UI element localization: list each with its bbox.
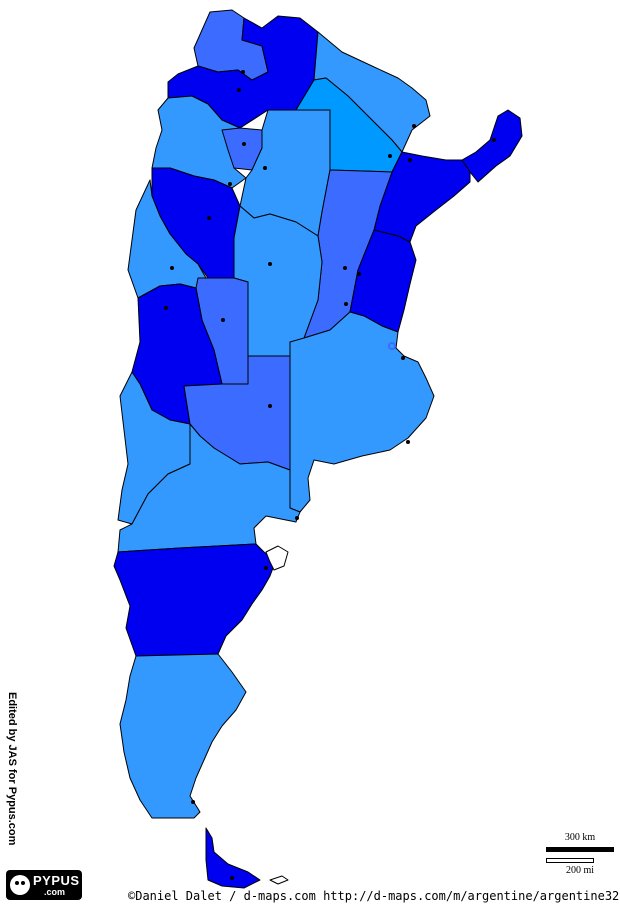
capital-dot-corrientes — [408, 158, 412, 162]
capital-dot-mar-del-plata — [406, 440, 410, 444]
capital-dot-salta — [237, 88, 241, 92]
province-santa-cruz[interactable] — [119, 653, 247, 819]
capital-dot-san-luis — [221, 318, 225, 322]
capital-dot-rosario — [344, 302, 348, 306]
scale-mi-bar — [546, 858, 594, 863]
capital-dot-formosa — [412, 124, 416, 128]
capital-dot-santa-rosa — [268, 404, 272, 408]
capital-dot-rio-gallegos — [191, 800, 195, 804]
capital-dot-parana — [357, 272, 361, 276]
capital-dot-ushuaia — [230, 876, 234, 880]
scale-bar: 300 km 200 mi — [546, 832, 614, 878]
province-rio-negro[interactable] — [117, 423, 301, 553]
edited-by-credit: Edited by JAS for Pypus.com — [6, 692, 18, 846]
capital-dot-tucuman — [242, 142, 246, 146]
scale-km-bar — [546, 847, 614, 852]
peninsula-valdes — [265, 545, 289, 571]
capital-dot-viedma — [295, 516, 299, 520]
capital-dot-catamarca — [228, 182, 232, 186]
logo-main-text: PYPUS — [33, 873, 80, 888]
caba-marker[interactable] — [388, 342, 396, 350]
province-misiones[interactable] — [461, 109, 523, 183]
skull-icon — [10, 875, 30, 895]
pypus-logo[interactable]: PYPUS .com — [6, 870, 82, 900]
capital-dot-jujuy — [241, 70, 245, 74]
province-chubut[interactable] — [113, 543, 277, 657]
source-credit: ©Daniel Dalet / d-maps.com http://d-maps… — [128, 889, 620, 903]
province-tierra-del-fuego[interactable] — [205, 827, 261, 889]
capital-dot-la-plata — [401, 356, 405, 360]
capital-dot-santiago — [263, 166, 267, 170]
capital-dot-san-juan — [170, 266, 174, 270]
province-entre-rios[interactable] — [349, 229, 417, 333]
scale-mi-label: 200 mi — [565, 865, 595, 876]
capital-dots — [164, 70, 496, 880]
capital-dot-la-rioja — [207, 216, 211, 220]
province-buenos-aires[interactable] — [289, 311, 435, 513]
capital-dot-resistencia — [388, 154, 392, 158]
capital-dot-rawson — [264, 566, 268, 570]
scale-km-label: 300 km — [564, 832, 596, 843]
capital-dot-santa-fe — [343, 266, 347, 270]
capital-dot-posadas — [492, 138, 496, 142]
capital-dot-cordoba — [268, 262, 272, 266]
isla-de-los-estados — [269, 875, 289, 885]
capital-dot-mendoza — [164, 306, 168, 310]
logo-sub-text: .com — [44, 887, 66, 897]
